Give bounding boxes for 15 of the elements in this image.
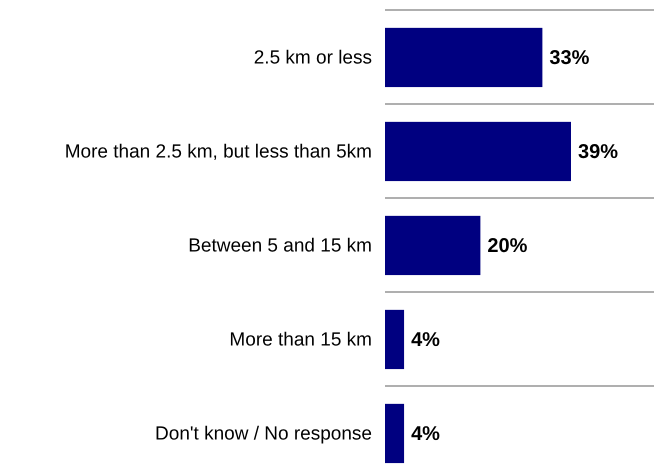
bar: [385, 404, 404, 464]
bar: [385, 216, 480, 276]
data-label: 4%: [411, 423, 440, 445]
y-tick-label: More than 2.5 km, but less than 5km: [64, 142, 372, 163]
y-tick-label: Don't know / No response: [155, 424, 372, 445]
bar: [385, 28, 542, 88]
y-tick-label: 2.5 km or less: [254, 48, 372, 69]
data-label: 33%: [549, 47, 590, 69]
data-label: 39%: [578, 141, 618, 163]
y-tick-label: More than 15 km: [229, 330, 372, 351]
y-tick-label: Between 5 and 15 km: [188, 236, 372, 257]
data-label: 20%: [487, 235, 528, 257]
bar: [385, 122, 571, 182]
data-label: 4%: [411, 329, 440, 351]
bar: [385, 310, 404, 370]
